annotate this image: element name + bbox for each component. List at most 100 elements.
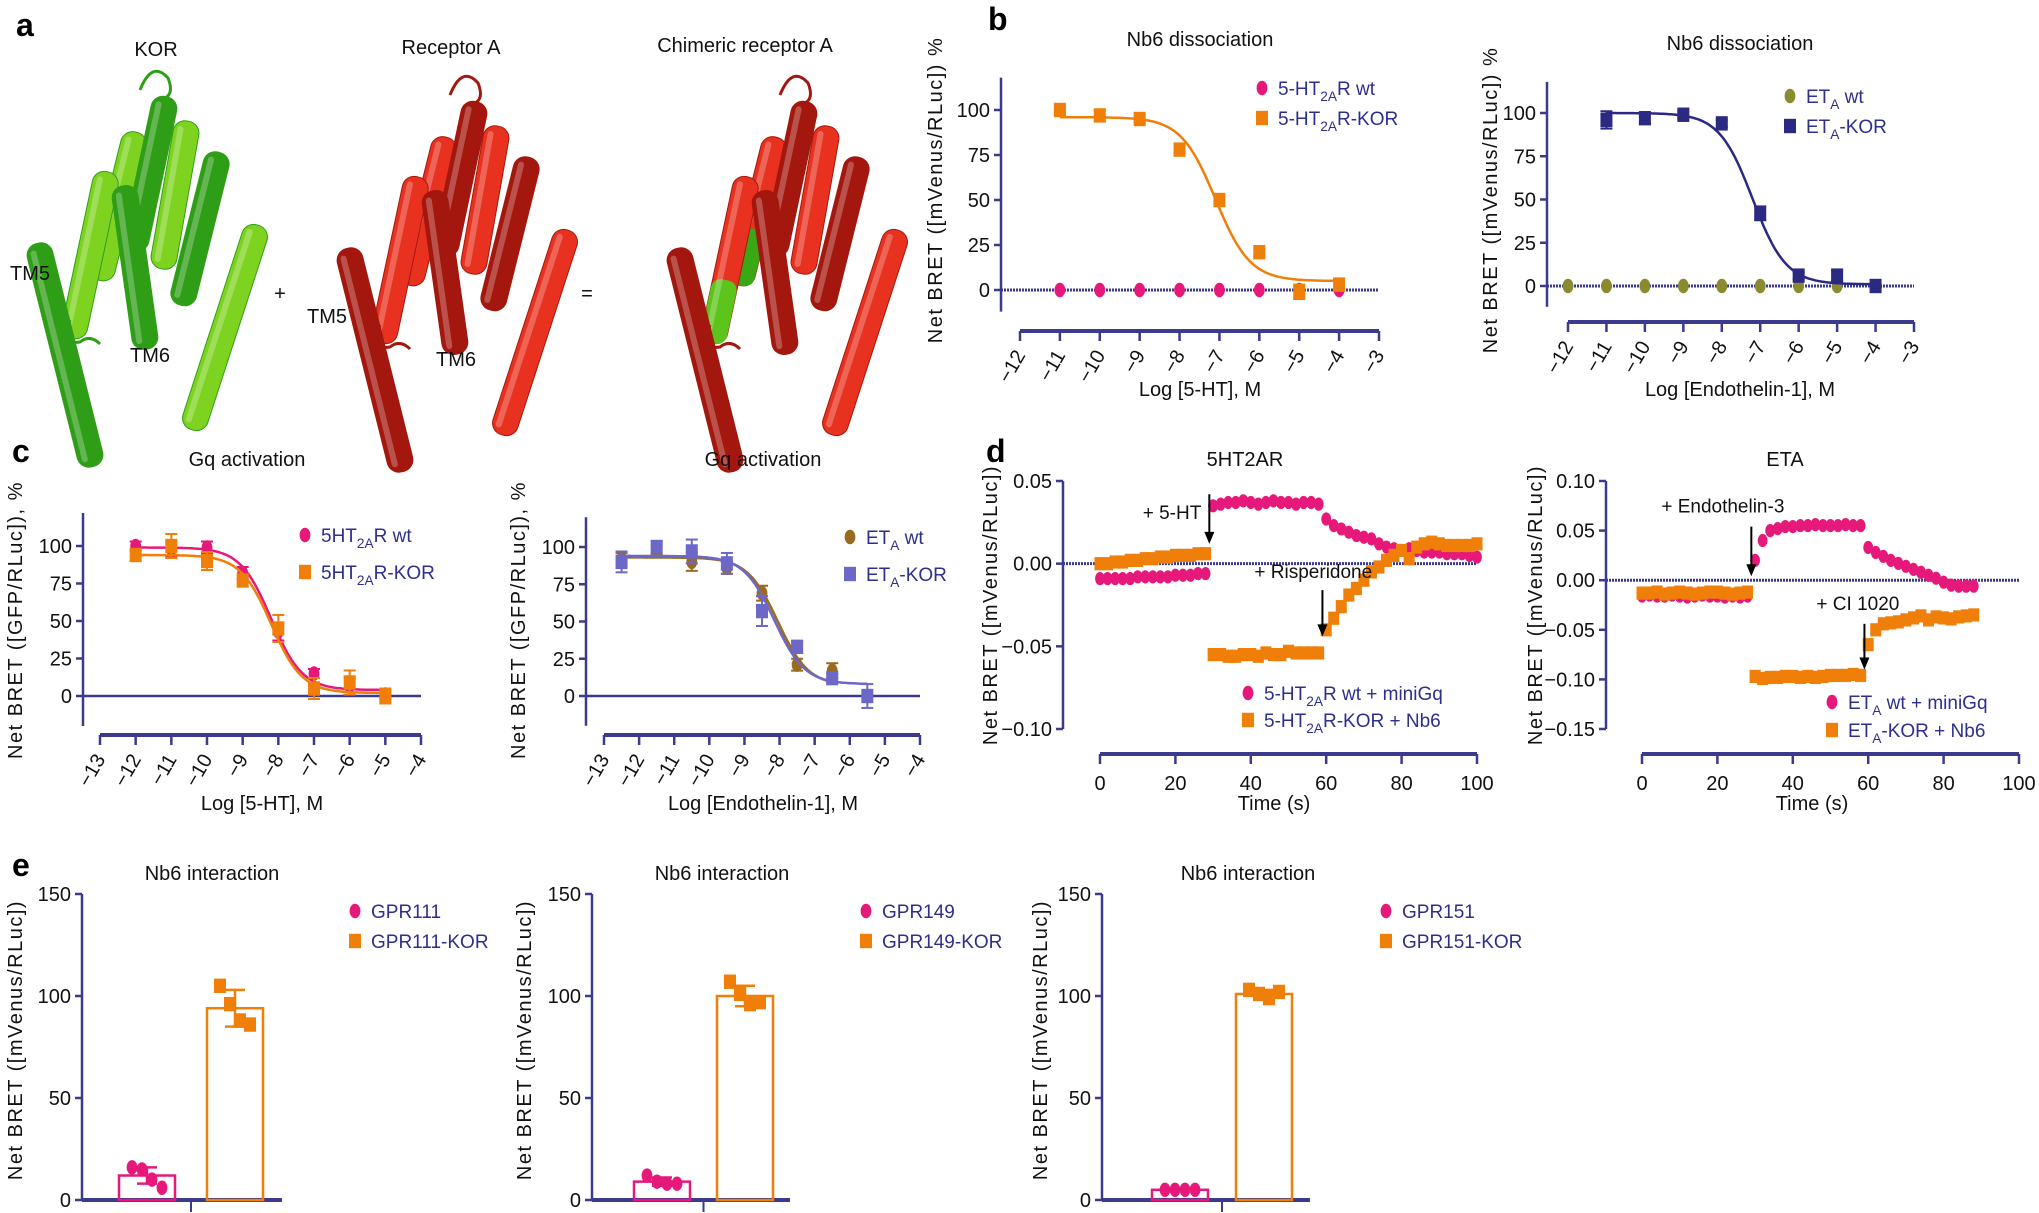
legend-label: GPR149-KOR <box>882 932 1002 953</box>
y-axis-label: Net BRET ([mVenus/RLuc]) % <box>1480 47 1502 354</box>
receptor-a-tm5-label: TM5 <box>307 306 347 328</box>
data-point <box>1818 519 1828 533</box>
arrow-head-icon <box>1746 564 1757 577</box>
data-point <box>1276 495 1286 510</box>
y-tick-label: 150 <box>548 884 581 906</box>
y-tick-label: 50 <box>968 190 990 212</box>
arrow-head-icon <box>1317 624 1328 637</box>
data-point <box>1117 555 1129 569</box>
y-tick-label: 0.10 <box>1556 471 1595 493</box>
data-point <box>1885 616 1897 630</box>
data-point <box>1207 648 1219 662</box>
helix-body <box>336 247 414 473</box>
legend-marker <box>1256 110 1268 126</box>
x-tick-label: −8 <box>759 751 789 782</box>
y-tick-label: 50 <box>1514 190 1536 212</box>
data-point <box>1930 610 1942 624</box>
data-point <box>1335 600 1347 614</box>
data-point <box>1169 548 1181 562</box>
data-point <box>1772 522 1783 536</box>
x-tick-label: −3 <box>1359 347 1389 378</box>
data-point <box>1855 519 1866 533</box>
charts: Nb6 dissociation Net BRET ([mVenus/RLuc])… <box>5 29 2036 1212</box>
data-point <box>1374 537 1384 551</box>
y-tick-label: 0 <box>570 1190 581 1212</box>
legend-label: 5-HT2AR-KOR + Nb6 <box>1264 711 1441 736</box>
data-point <box>1893 556 1904 570</box>
helix-cylinder <box>170 151 230 307</box>
x-tick-label: −12 <box>613 751 649 791</box>
data-point <box>165 538 178 554</box>
data-point <box>1291 497 1301 511</box>
data-point <box>1133 111 1146 127</box>
helix-highlight <box>464 130 494 267</box>
x-tick-label: 40 <box>1782 773 1804 795</box>
x-tick-label: 80 <box>1390 773 1412 795</box>
data-point <box>1366 532 1377 546</box>
helix-cylinder <box>421 190 469 355</box>
data-point <box>1938 611 1950 625</box>
data-point <box>685 544 698 559</box>
x-tick-label: −10 <box>1619 338 1655 378</box>
data-point <box>1253 497 1264 511</box>
data-point <box>1214 282 1225 298</box>
data-point <box>1961 579 1972 593</box>
legend-marker <box>1380 933 1392 949</box>
helix-cylinder <box>822 228 908 437</box>
data-point <box>1757 671 1769 686</box>
x-axis-label: Log [5-HT], M <box>201 793 323 815</box>
data-point <box>1433 537 1445 551</box>
data-point <box>1306 495 1317 510</box>
helix-body <box>822 228 908 437</box>
fit-curve <box>1059 115 1340 283</box>
helix-cylinder <box>150 120 200 270</box>
data-point <box>1923 613 1935 627</box>
y-tick-label: 0 <box>979 280 990 302</box>
data-point <box>1290 646 1302 660</box>
data-point <box>1863 540 1874 555</box>
helix-highlight <box>154 125 184 262</box>
data-point <box>1780 520 1791 534</box>
data-point <box>1809 670 1821 685</box>
chart-title: 5HT2AR <box>1207 449 1284 471</box>
panel-label-d: d <box>986 433 1006 469</box>
data-point <box>272 621 285 636</box>
data-point <box>1189 1182 1201 1198</box>
helix-highlight <box>340 255 398 468</box>
x-tick-label: −11 <box>649 751 684 790</box>
data-point <box>1787 520 1798 534</box>
data-point <box>1396 543 1408 558</box>
data-point <box>1179 1182 1191 1198</box>
y-tick-label: 50 <box>553 612 575 634</box>
loop <box>778 74 812 107</box>
x-tick-label: 80 <box>1932 773 1954 795</box>
x-tick-label: −6 <box>830 751 860 782</box>
x-tick-label: 0 <box>1636 773 1647 795</box>
x-tick-label: −12 <box>1542 338 1578 378</box>
x-tick-label: 100 <box>2002 773 2035 795</box>
data-point <box>1968 608 1980 622</box>
data-point <box>720 556 733 571</box>
data-point <box>1253 245 1266 260</box>
chart-5: 5HT2AR Net BRET ([mVenus/RLuc]) 0.05 0.00 −0… <box>980 449 1494 815</box>
data-point <box>1915 609 1927 623</box>
y-tick-label: 25 <box>1514 233 1536 255</box>
data-point <box>1215 497 1226 511</box>
series-2 <box>129 533 392 705</box>
x-tick-label: −7 <box>1740 338 1770 369</box>
data-point <box>1644 586 1656 600</box>
x-tick-label: −6 <box>330 751 360 782</box>
data-point <box>1426 535 1438 549</box>
data-point <box>615 554 628 570</box>
series-2 <box>1053 102 1346 300</box>
data-point <box>1792 268 1805 283</box>
data-point <box>146 1172 158 1187</box>
helix-cylinder <box>111 185 159 350</box>
x-tick-label: −11 <box>1581 338 1616 377</box>
helix-body <box>751 190 799 355</box>
data-point <box>1463 538 1475 553</box>
data-point <box>1263 990 1275 1006</box>
data-point <box>1275 648 1287 662</box>
y-tick-label: 50 <box>1069 1088 1091 1110</box>
data-point <box>1162 570 1173 584</box>
